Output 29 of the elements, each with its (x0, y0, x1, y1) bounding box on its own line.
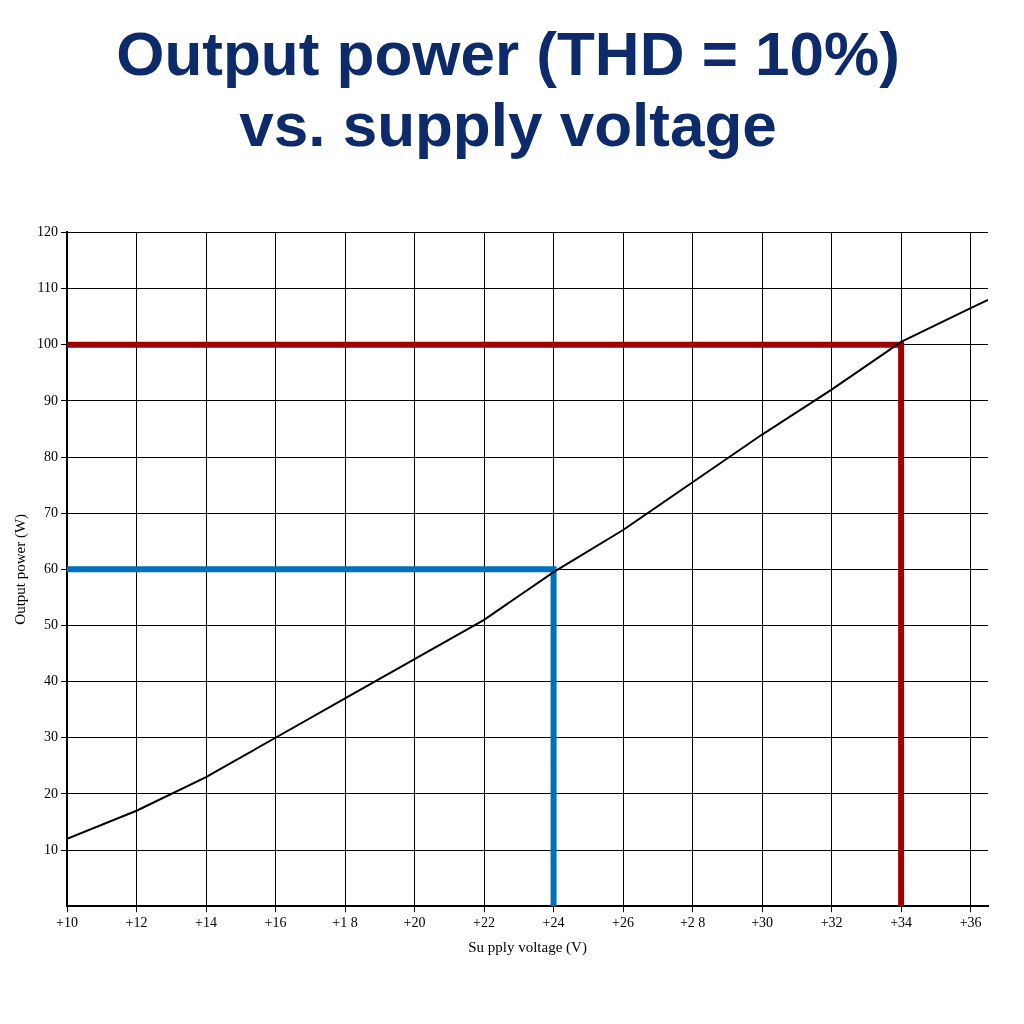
x-tick-label: +16 (264, 914, 287, 930)
y-axis-title: Output power (W) (11, 513, 29, 625)
y-tick-label: 40 (44, 672, 58, 688)
y-tick-label: 60 (44, 560, 58, 576)
x-tick-label: +32 (820, 914, 843, 930)
y-tick-label: 100 (37, 335, 58, 351)
x-axis-title: Su pply voltage (V) (468, 938, 587, 956)
y-tick-label: 30 (44, 729, 58, 745)
y-tick-label: 120 (37, 223, 58, 239)
y-tick-label: 70 (44, 504, 58, 520)
x-tick-label: +30 (751, 914, 774, 930)
y-tick-label: 10 (44, 841, 58, 857)
x-tick-label: +10 (56, 914, 78, 930)
x-tick-label: +1 8 (332, 914, 358, 930)
x-tick-label: +12 (125, 914, 148, 930)
x-tick-label: +24 (542, 914, 565, 930)
y-tick-label: 80 (44, 448, 58, 464)
x-tick-label: +14 (195, 914, 217, 930)
y-tick-label: 110 (37, 279, 58, 295)
y-tick-label: 50 (44, 616, 58, 632)
x-tick-label: +34 (890, 914, 913, 930)
y-tick-label: 90 (44, 392, 58, 408)
y-tick-label: 20 (44, 785, 58, 801)
x-tick-label: +22 (473, 914, 496, 930)
chart-title: Output power (THD = 10%) vs. supply voltage (115, 18, 901, 161)
x-tick-label: +20 (403, 914, 426, 930)
x-tick-label: +2 8 (679, 914, 706, 930)
x-tick-label: +36 (959, 914, 982, 930)
x-tick-label: +26 (612, 914, 635, 930)
